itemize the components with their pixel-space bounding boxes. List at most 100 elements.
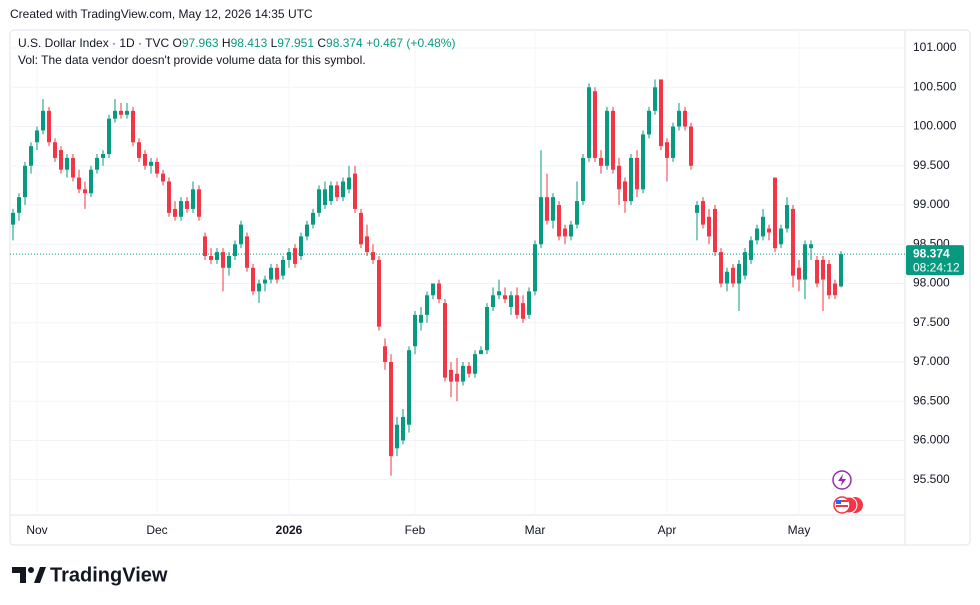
flag-canton	[836, 500, 841, 504]
candle-body	[179, 201, 183, 217]
indicator-icons	[832, 470, 863, 514]
candle-body	[395, 424, 399, 449]
candle-body	[233, 244, 237, 257]
ohlc-key: H	[221, 36, 231, 50]
change: +0.467 (+0.48%)	[366, 36, 456, 50]
candle-body	[527, 291, 531, 315]
candle-body	[383, 346, 387, 362]
candle-body	[587, 87, 591, 158]
ohlc-key: C	[317, 36, 327, 50]
candle-body	[347, 177, 351, 190]
candle-body	[47, 110, 51, 143]
candle-body	[539, 197, 543, 245]
candle-body	[449, 369, 453, 382]
candle-body	[101, 153, 105, 158]
candle-body	[743, 252, 747, 276]
candle-body	[659, 79, 663, 147]
candle-body	[785, 205, 789, 229]
candle-body	[203, 236, 207, 257]
y-tick-label: 96.500	[913, 393, 950, 407]
x-tick-label: Nov	[26, 523, 47, 537]
candle-body	[155, 161, 159, 174]
candle-body	[617, 165, 621, 190]
candle-body	[137, 142, 141, 158]
y-tick-label: 99.000	[913, 197, 950, 211]
candle-body	[821, 259, 825, 280]
candle-body	[353, 173, 357, 209]
logo-mark	[12, 567, 26, 583]
candle-body	[305, 224, 309, 237]
last-price-label: 98.374	[913, 246, 950, 260]
y-tick-label: 100.500	[913, 79, 957, 93]
candle-body	[77, 177, 81, 190]
ohlc-key: O	[172, 36, 182, 50]
candle-body	[833, 283, 837, 296]
candle-body	[53, 142, 57, 158]
flag-stripe	[836, 500, 848, 502]
candle-body	[149, 161, 153, 166]
candle-body	[635, 157, 639, 190]
logo-text: TradingView	[50, 564, 168, 586]
ohlc-value: 97.951	[277, 36, 314, 50]
candle-body	[749, 240, 753, 260]
event-icon-bolt	[838, 474, 846, 486]
candle-body	[413, 314, 417, 347]
candle-body	[557, 205, 561, 237]
candle-body	[311, 212, 315, 225]
candle-body	[461, 365, 465, 382]
candle-body	[365, 236, 369, 253]
candle-body	[29, 146, 33, 166]
candle-body	[143, 153, 147, 166]
candle-body	[221, 252, 225, 268]
candle-body	[791, 208, 795, 276]
candle-body	[683, 110, 687, 127]
candle-body	[113, 110, 117, 119]
y-tick-label: 99.500	[913, 158, 950, 172]
candle-body	[317, 189, 321, 213]
ohlc-value: 98.374	[326, 36, 363, 50]
candle-body	[419, 314, 423, 323]
candle-body	[173, 208, 177, 217]
candle-body	[755, 228, 759, 241]
candle-body	[167, 181, 171, 213]
candle-body	[563, 228, 567, 237]
candle-body	[809, 244, 813, 249]
candle-body	[491, 295, 495, 308]
candle-body	[437, 283, 441, 300]
legend: U.S. Dollar Index · 1D · TVC O97.963 H98…	[18, 35, 455, 69]
candle-body	[323, 189, 327, 206]
candle-body	[425, 295, 429, 315]
x-tick-label: 2026	[276, 523, 303, 537]
candle-body	[299, 236, 303, 257]
legend-row: U.S. Dollar Index · 1D · TVC O97.963 H98…	[18, 35, 455, 52]
candle-body	[125, 110, 129, 115]
candle-body	[725, 271, 729, 284]
countdown-label: 08:24:12	[913, 260, 960, 274]
candle-body	[161, 173, 165, 182]
flag-stripe	[836, 505, 848, 507]
candle-body	[545, 197, 549, 221]
logo-mark	[28, 567, 34, 573]
y-tick-label: 97.000	[913, 354, 950, 368]
candle-body	[281, 259, 285, 276]
candle-body	[551, 197, 555, 221]
logo-mark	[34, 567, 46, 583]
candle-body	[329, 185, 333, 202]
candle-body	[647, 110, 651, 135]
candle-body	[707, 216, 711, 237]
candle-body	[227, 256, 231, 268]
candle-body	[665, 142, 669, 158]
x-tick-label: May	[788, 523, 811, 537]
x-tick-label: Mar	[525, 523, 546, 537]
candle-body	[569, 224, 573, 237]
candle-body	[41, 110, 45, 131]
candle-body	[695, 205, 699, 213]
candle-body	[239, 224, 243, 245]
y-tick-label: 95.500	[913, 472, 950, 486]
candle-body	[401, 416, 405, 441]
candle-body	[467, 365, 471, 374]
ohlc-value: 97.963	[181, 36, 219, 50]
candle-body	[251, 267, 255, 292]
candle-body	[377, 259, 381, 327]
candle-body	[815, 259, 819, 284]
